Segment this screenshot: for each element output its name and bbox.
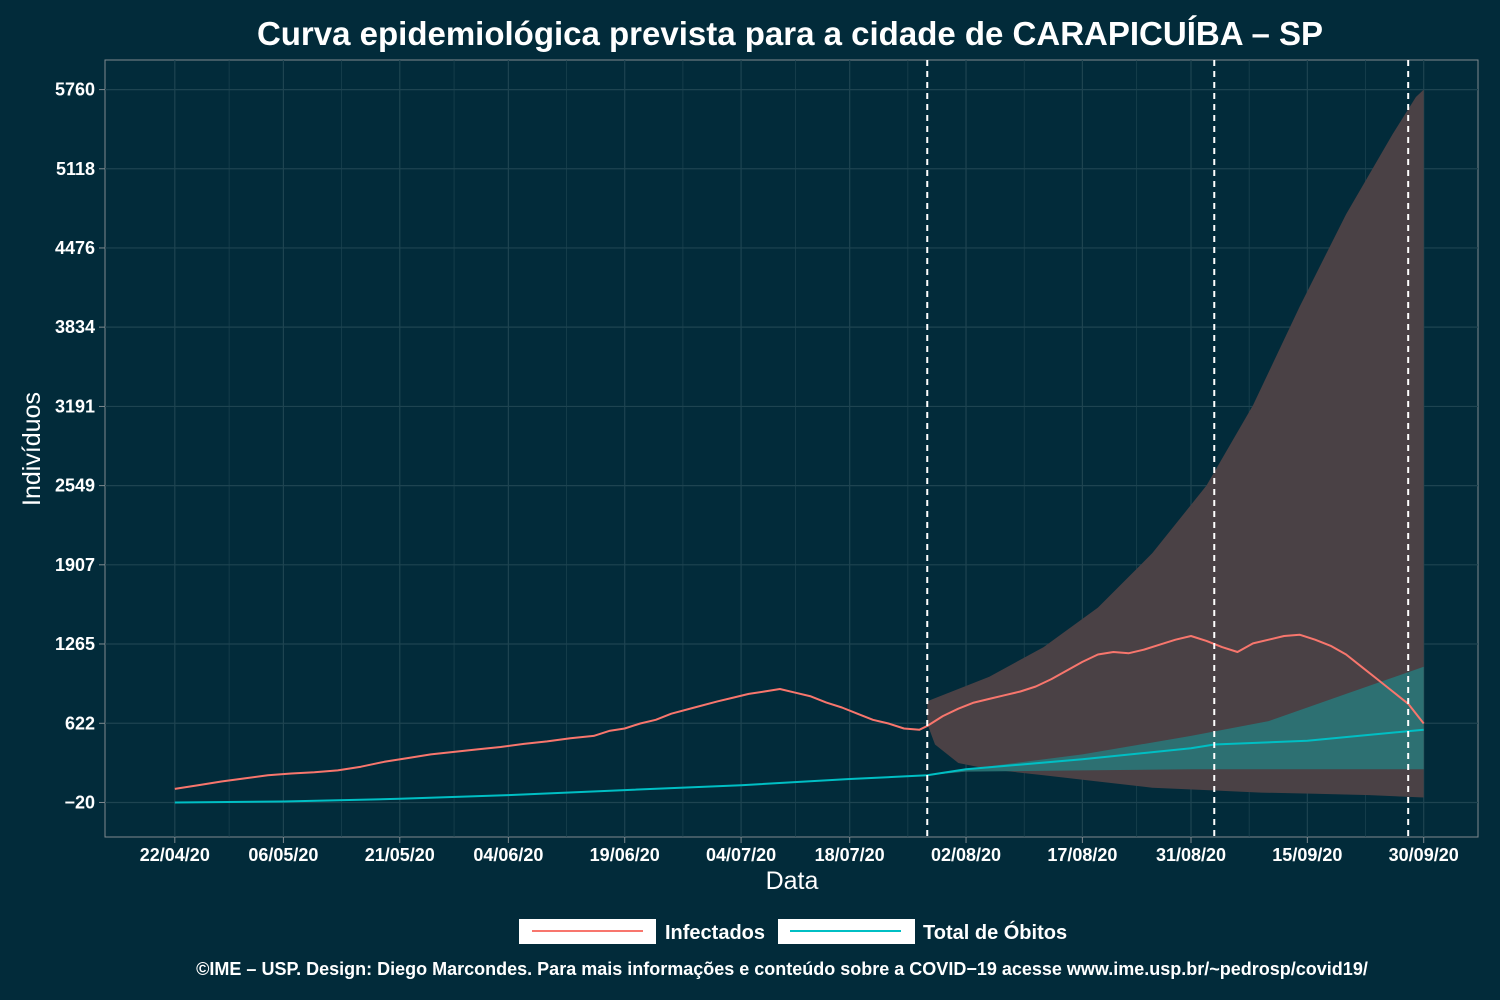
series-line-obitos [174,728,1424,804]
y-tick-label: 2549 [55,476,95,496]
y-tick-label: −20 [64,792,95,812]
y-tick-label: 1907 [55,555,95,575]
y-axis-title: Indivíduos [18,392,46,506]
y-axis: 5760 5118 4476 3834 3191 2549 1907 1265 622 −20 [55,80,105,812]
band-infectados [927,89,1424,798]
plot-panel [104,59,1479,838]
legend-label-infectados: Infectados [665,922,765,944]
x-tick-label: 04/06/20 [473,845,543,865]
legend-item-infectados: Infectados [519,919,765,944]
x-axis-title: Data [766,867,819,895]
legend: Infectados Total de Óbitos [519,919,1067,944]
y-tick-label: 5118 [56,159,95,179]
caption: ©IME – USP. Design: Diego Marcondes. Par… [196,959,1368,979]
band-obitos [927,666,1424,776]
x-tick-label: 19/06/20 [590,845,660,865]
x-tick-label: 06/05/20 [248,845,318,865]
x-tick-label: 22/04/20 [140,845,210,865]
x-tick-label: 17/08/20 [1047,845,1117,865]
panel-border [104,59,1479,838]
x-tick-label: 18/07/20 [815,845,885,865]
legend-item-obitos: Total de Óbitos [778,919,1067,944]
x-tick-label: 04/07/20 [706,845,776,865]
x-tick-label: 30/09/20 [1389,845,1459,865]
y-tick-label: 3834 [55,317,95,337]
x-axis: 22/04/20 06/05/20 21/05/20 04/06/20 19/06/20… [140,837,1459,865]
reference-lines [926,60,1410,837]
x-tick-label: 02/08/20 [931,845,1001,865]
series-line-infectados [174,633,1425,790]
legend-label-obitos: Total de Óbitos [923,920,1067,944]
x-tick-label: 31/08/20 [1156,845,1226,865]
y-tick-label: 5760 [55,80,95,100]
x-tick-label: 21/05/20 [365,845,435,865]
y-tick-label: 4476 [55,238,95,258]
confidence-bands [927,89,1424,798]
y-tick-label: 1265 [55,634,95,654]
chart-title: Curva epidemiológica prevista para a cid… [257,15,1323,52]
y-tick-label: 3191 [55,396,95,416]
x-tick-label: 15/09/20 [1272,845,1342,865]
y-tick-label: 622 [65,713,95,733]
series-lines [174,633,1425,804]
